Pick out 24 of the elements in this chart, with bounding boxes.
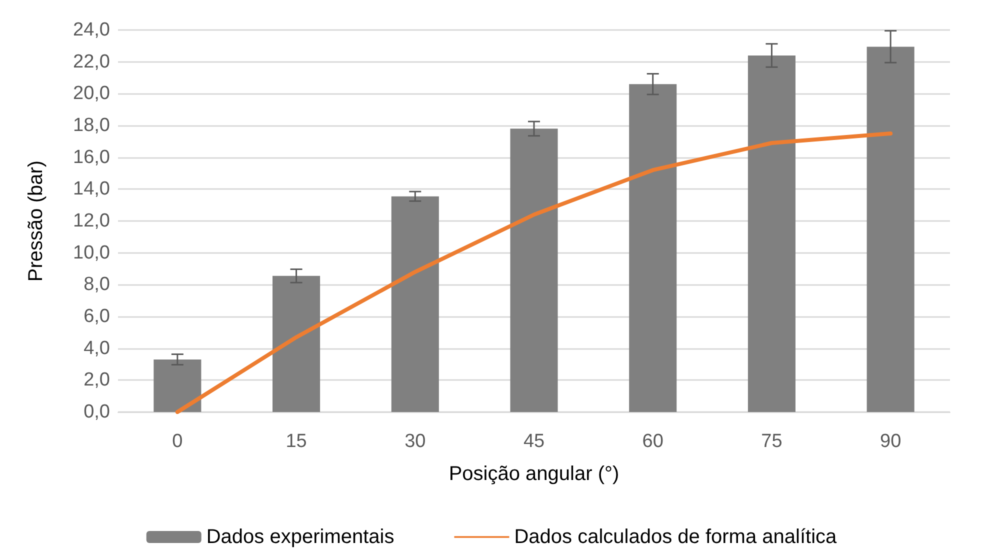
y-tick-label: 0,0 bbox=[84, 402, 110, 422]
y-tick-label: 18,0 bbox=[73, 115, 110, 136]
x-tick-label: 90 bbox=[880, 431, 902, 452]
y-tick-label: 20,0 bbox=[73, 83, 110, 104]
legend-label: Dados experimentais bbox=[206, 526, 394, 548]
x-tick-label: 15 bbox=[286, 431, 307, 452]
x-tick-label: 75 bbox=[761, 431, 782, 452]
legend-label: Dados calculados de forma analítica bbox=[514, 526, 838, 548]
y-tick-label: 16,0 bbox=[73, 146, 110, 168]
y-tick-label: 10,0 bbox=[73, 242, 110, 264]
y-tick-label: 22,0 bbox=[73, 51, 110, 72]
y-tick-label: 24,0 bbox=[73, 20, 110, 40]
x-tick-label: 45 bbox=[523, 431, 545, 452]
y-tick-label: 6,0 bbox=[84, 306, 110, 327]
y-tick-label: 14,0 bbox=[73, 178, 110, 200]
x-axis-title: Posição angular (°) bbox=[448, 463, 620, 485]
y-tick-label: 4,0 bbox=[84, 338, 110, 359]
y-axis-title: Pressão (bar) bbox=[25, 160, 47, 282]
x-tick-label: 30 bbox=[404, 431, 426, 452]
x-tick-label: 0 bbox=[172, 431, 183, 452]
y-tick-label: 12,0 bbox=[73, 210, 110, 232]
y-tick-label: 8,0 bbox=[84, 274, 110, 296]
y-tick-label: 2,0 bbox=[84, 370, 110, 391]
x-tick-label: 60 bbox=[642, 431, 664, 452]
